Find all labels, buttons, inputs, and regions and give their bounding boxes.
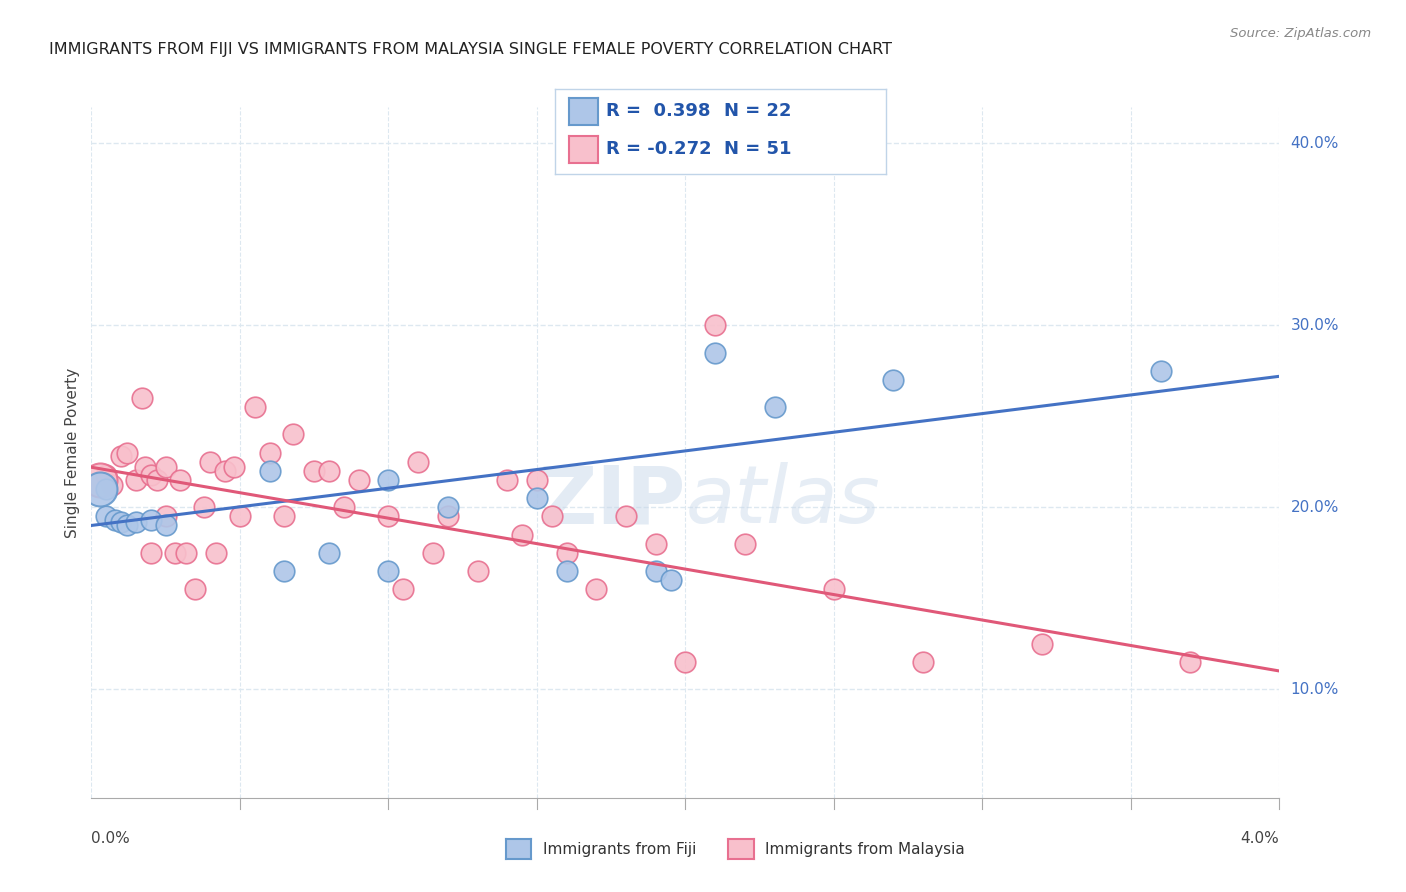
Point [125,515,148,529]
Point [614,509,637,524]
Point [155,518,177,533]
Point [659,573,682,587]
Point [243,401,266,415]
Point [176,546,198,560]
Point [302,464,325,478]
Point [422,546,444,560]
Y-axis label: Single Female Poverty: Single Female Poverty [65,368,80,538]
Point [110,450,132,464]
Text: 20.0%: 20.0% [1291,500,1339,515]
Point [125,473,148,487]
Point [205,546,228,560]
Point [763,401,786,415]
Point [585,582,607,596]
Point [134,460,156,475]
Point [169,473,191,487]
Point [496,473,519,487]
Point [184,582,207,596]
Point [222,460,245,475]
Point [96,482,118,496]
Point [526,491,548,505]
Text: 10.0%: 10.0% [1291,681,1339,697]
Point [540,509,562,524]
Point [163,546,186,560]
Point [229,509,252,524]
Point [283,427,305,442]
Point [911,655,934,669]
Point [259,464,281,478]
Point [155,509,177,524]
Text: 0.0%: 0.0% [91,831,131,846]
Point [273,564,295,578]
Point [200,455,222,469]
Point [131,391,153,405]
Point [436,509,458,524]
Text: Immigrants from Fiji: Immigrants from Fiji [543,842,696,856]
Point [555,564,578,578]
Point [377,564,399,578]
Point [526,473,548,487]
Text: 30.0%: 30.0% [1291,318,1339,333]
Point [436,500,458,515]
Point [89,473,111,487]
Point [273,509,295,524]
Text: Source: ZipAtlas.com: Source: ZipAtlas.com [1230,27,1371,39]
Point [1031,637,1053,651]
Text: Immigrants from Malaysia: Immigrants from Malaysia [765,842,965,856]
Point [644,536,666,550]
Point [377,509,399,524]
Point [392,582,415,596]
Point [704,318,727,333]
Point [96,509,118,524]
Point [406,455,429,469]
Point [734,536,756,550]
Point [555,546,578,560]
Point [259,445,281,460]
Text: R =  0.398: R = 0.398 [606,102,710,120]
Point [704,345,727,359]
Point [333,500,356,515]
Text: IMMIGRANTS FROM FIJI VS IMMIGRANTS FROM MALAYSIA SINGLE FEMALE POVERTY CORRELATI: IMMIGRANTS FROM FIJI VS IMMIGRANTS FROM … [49,42,893,56]
Text: 4.0%: 4.0% [1240,831,1279,846]
Point [214,464,236,478]
Point [882,373,904,387]
Point [101,478,124,492]
Point [318,464,340,478]
Point [139,513,162,527]
Point [115,445,138,460]
Text: N = 22: N = 22 [724,102,792,120]
Point [510,527,533,541]
Point [139,467,162,482]
Text: atlas: atlas [685,462,880,540]
Text: R = -0.272: R = -0.272 [606,140,711,158]
Point [673,655,696,669]
Point [145,473,167,487]
Point [318,546,340,560]
Point [823,582,845,596]
Text: N = 51: N = 51 [724,140,792,158]
Point [193,500,215,515]
Point [467,564,489,578]
Point [139,546,162,560]
Point [104,513,127,527]
Point [1180,655,1202,669]
Text: 40.0%: 40.0% [1291,136,1339,151]
Point [96,467,118,482]
Point [377,473,399,487]
Point [644,564,666,578]
Point [115,518,138,533]
Text: ZIP: ZIP [538,462,685,540]
Point [1149,364,1171,378]
Point [89,482,111,496]
Point [347,473,370,487]
Point [110,515,132,529]
Point [155,460,177,475]
